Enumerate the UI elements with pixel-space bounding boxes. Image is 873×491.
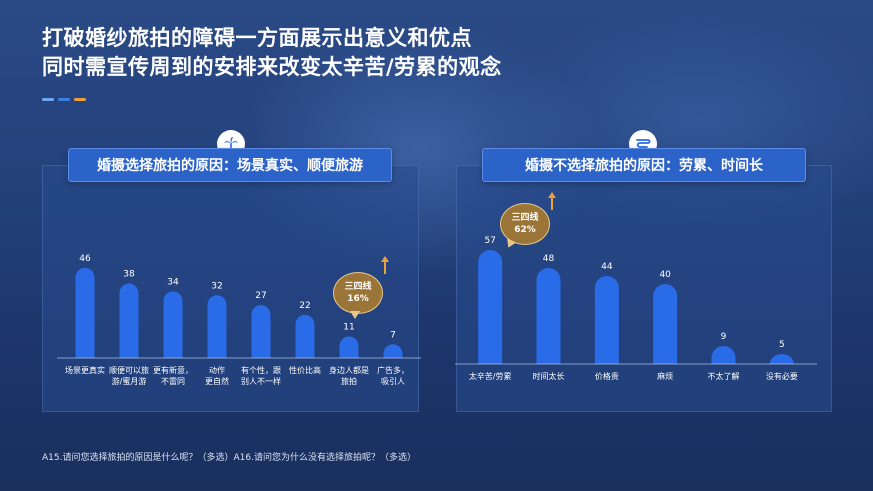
category-label: 吸引人 [381, 377, 405, 386]
right-callout-line1: 三四线 [511, 213, 539, 223]
bar [711, 346, 736, 364]
title-line-2: 同时需宣传周到的安排来改变太辛苦/劳累的观念 [42, 55, 502, 79]
left-callout-bubble: 三四线 16% [333, 272, 383, 314]
left-callout-line1: 三四线 [344, 282, 372, 292]
category-label: 游/蜜月游 [112, 376, 147, 386]
bar [119, 283, 139, 358]
category-label: 价格贵 [595, 371, 619, 381]
value-label: 44 [601, 262, 613, 272]
bar [207, 295, 227, 358]
bar [251, 305, 271, 358]
bar [594, 276, 619, 364]
bar [478, 250, 503, 364]
right-bar-chart: 57 太辛苦/劳累 48 时间太长 44 价格贵 40 麻烦 9 不太了解 5 没有必要 [455, 236, 817, 381]
left-callout-line2: 16% [347, 294, 369, 304]
category-label: 有个性，跟 [241, 365, 281, 375]
bar [536, 268, 561, 364]
value-label: 22 [299, 301, 310, 311]
title-line-1: 打破婚纱旅拍的障碍一方面展示出意义和优点 [42, 26, 472, 50]
left-callout-tail [350, 311, 360, 319]
bar [295, 314, 315, 358]
value-label: 7 [390, 330, 396, 340]
footnote: A15.请问您选择旅拍的原因是什么呢？（多选）A16.请问您为什么没有选择旅拍呢… [42, 453, 416, 463]
dash-3 [74, 98, 86, 101]
left-chart-header-text: 婚摄选择旅拍的原因：场景真实、顺便旅游 [97, 158, 363, 174]
value-label: 9 [721, 332, 727, 342]
dash-2 [58, 98, 70, 101]
category-label: 顺便可以旅 [109, 365, 149, 375]
bar [769, 354, 794, 364]
right-chart-header-text: 婚摄不选择旅拍的原因：劳累、时间长 [525, 158, 763, 174]
value-label: 57 [484, 236, 495, 246]
title-underline-dashes [42, 86, 90, 105]
right-callout-line2: 62% [514, 225, 536, 235]
bar [653, 284, 678, 364]
value-label: 11 [343, 322, 354, 332]
category-label: 没有必要 [766, 371, 798, 381]
page-title: 打破婚纱旅拍的障碍一方面展示出意义和优点 同时需宣传周到的安排来改变太辛苦/劳累… [42, 24, 822, 82]
category-label: 身边人都是 [329, 365, 369, 375]
category-label: 更有新意， [153, 365, 193, 375]
bar [75, 267, 95, 358]
right-up-arrow-icon [548, 192, 556, 210]
value-label: 34 [167, 277, 179, 287]
value-label: 48 [543, 254, 555, 264]
bar [339, 336, 359, 358]
category-label: 场景更真实 [65, 365, 105, 375]
category-label: 太辛苦/劳累 [469, 371, 512, 381]
category-label: 不太了解 [708, 371, 740, 381]
right-callout-bubble: 三四线 62% [500, 203, 550, 245]
category-label: 旅拍 [341, 376, 357, 386]
value-label: 38 [123, 270, 135, 280]
value-label: 40 [659, 270, 671, 280]
left-up-arrow-icon [381, 256, 389, 274]
category-label: 别人不一样 [241, 376, 281, 386]
category-label: 动作 [209, 365, 225, 375]
bar [383, 344, 403, 358]
category-label: 时间太长 [533, 371, 565, 381]
category-label: 性价比高 [289, 365, 321, 375]
category-label: 广告多， [377, 365, 409, 375]
category-label: 更自然 [205, 376, 229, 386]
right-chart-header: 婚摄不选择旅拍的原因：劳累、时间长 [482, 148, 806, 182]
value-label: 32 [211, 281, 222, 291]
dash-1 [42, 98, 54, 101]
value-label: 46 [79, 254, 91, 264]
category-label: 麻烦 [657, 371, 673, 381]
value-label: 27 [255, 291, 266, 301]
category-label: 不雷同 [161, 377, 185, 386]
value-label: 5 [779, 340, 785, 350]
left-chart-header: 婚摄选择旅拍的原因：场景真实、顺便旅游 [68, 148, 392, 182]
bar [163, 291, 183, 358]
